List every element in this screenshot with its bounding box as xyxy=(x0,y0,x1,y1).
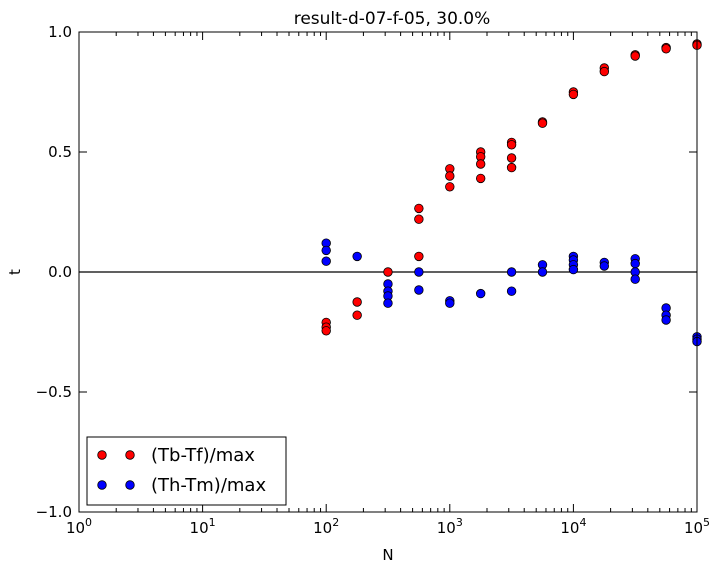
y-tick-label: −1.0 xyxy=(36,503,72,521)
plot-frame xyxy=(78,31,698,513)
y-tick-label: 0.0 xyxy=(48,263,72,281)
data-point-series-1 xyxy=(599,66,610,77)
data-point-series-2 xyxy=(321,245,331,256)
data-point-series-2 xyxy=(537,267,548,277)
data-point-series-2 xyxy=(630,274,640,284)
data-point-series-2 xyxy=(661,315,671,325)
legend-marker xyxy=(97,480,107,490)
data-point-series-1 xyxy=(352,297,362,307)
data-point-series-1 xyxy=(661,44,671,54)
data-point-series-2 xyxy=(506,286,517,296)
data-point-series-1 xyxy=(475,173,486,184)
tick-layer: 100 101 102 103 104 105 −1.0 −0.5 0.0 0.5 1.0 xyxy=(36,23,710,537)
data-point-series-2 xyxy=(475,288,486,299)
x-tick-label: 103 xyxy=(437,516,463,537)
data-point-series-1 xyxy=(506,140,517,150)
data-point-series-1 xyxy=(445,182,455,192)
data-point-series-1 xyxy=(506,153,517,163)
y-tick-label: 0.5 xyxy=(48,143,72,161)
data-point-series-2 xyxy=(506,267,517,277)
legend-label: (Tb-Tf)/max xyxy=(151,445,255,466)
y-tick-label: 1.0 xyxy=(48,23,72,41)
y-axis-label: t xyxy=(6,269,24,275)
legend-marker xyxy=(97,450,107,460)
data-point-series-2 xyxy=(630,258,640,269)
data-point-series-2 xyxy=(568,264,579,275)
data-point-series-1 xyxy=(630,51,640,61)
data-point-series-2 xyxy=(445,298,455,308)
data-point-series-1 xyxy=(352,310,362,320)
x-axis-label: N xyxy=(382,546,393,564)
data-point-series-1 xyxy=(414,203,424,214)
x-tick-label: 104 xyxy=(560,516,586,537)
data-point-series-1 xyxy=(414,251,424,262)
points-layer xyxy=(321,39,702,347)
y-tick-label: −0.5 xyxy=(36,383,72,401)
x-tick-label: 101 xyxy=(190,516,216,537)
x-tick-label: 100 xyxy=(66,516,92,537)
data-point-series-1 xyxy=(506,162,517,173)
data-point-series-1 xyxy=(568,89,579,100)
data-point-series-2 xyxy=(383,298,393,308)
data-point-series-2 xyxy=(352,251,362,262)
data-point-series-2 xyxy=(414,285,424,295)
data-point-series-2 xyxy=(414,267,424,277)
data-point-series-1 xyxy=(321,326,331,336)
data-point-series-1 xyxy=(383,267,393,277)
legend-box xyxy=(86,436,287,506)
data-point-series-1 xyxy=(414,214,424,224)
data-point-series-2 xyxy=(599,261,610,271)
legend-marker xyxy=(125,450,135,460)
x-tick-label: 105 xyxy=(684,516,710,537)
data-point-series-2 xyxy=(321,256,331,266)
legend: (Tb-Tf)/max (Th-Tm)/max xyxy=(86,436,287,506)
data-point-series-1 xyxy=(445,171,455,181)
data-point-series-1 xyxy=(475,159,486,169)
legend-marker xyxy=(125,480,135,490)
x-tick-label: 102 xyxy=(313,516,339,537)
data-point-series-1 xyxy=(537,118,548,128)
chart-title: result-d-07-f-05, 30.0% xyxy=(294,9,491,29)
legend-label: (Th-Tm)/max xyxy=(151,475,266,496)
